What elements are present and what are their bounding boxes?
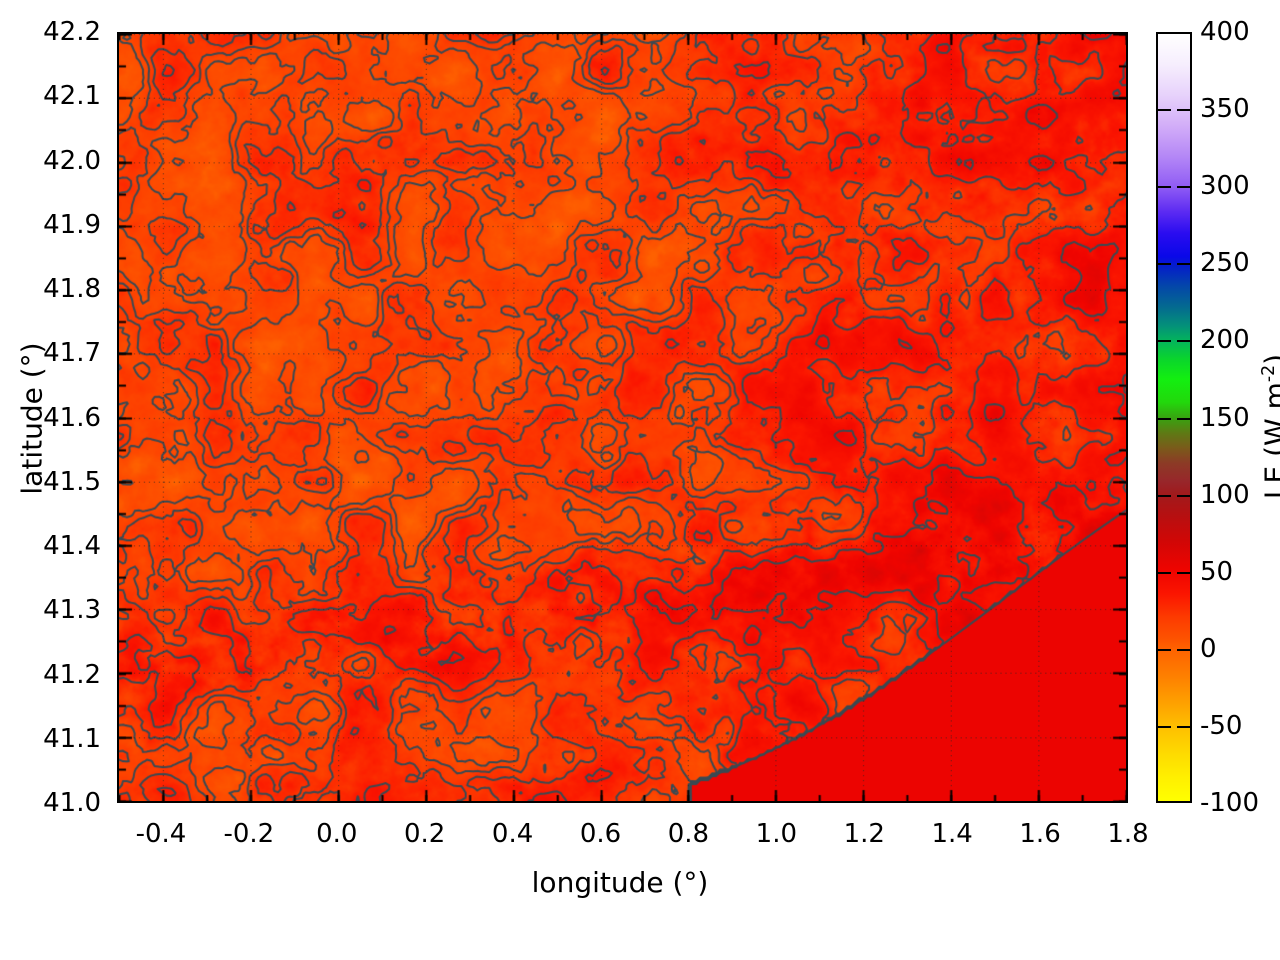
y-tick-label: 42.1 <box>43 81 101 112</box>
x-tick-label: 1.8 <box>1107 819 1149 849</box>
colorbar-tick-mark <box>1157 649 1171 651</box>
y-tick-label: 41.8 <box>43 274 101 304</box>
y-tick-label: 41.3 <box>43 595 101 626</box>
colorbar-tick-mark <box>1157 726 1171 728</box>
colorbar-tick-label: -50 <box>1200 710 1243 741</box>
colorbar-tick-mark <box>1157 186 1171 188</box>
colorbar-tick-label: 100 <box>1200 479 1250 510</box>
colorbar-tick-mark <box>1177 340 1191 342</box>
colorbar-tick-mark <box>1157 418 1171 420</box>
y-tick-label: 41.6 <box>43 402 101 433</box>
colorbar-tick-mark <box>1177 726 1191 728</box>
x-tick-label: 0.8 <box>667 819 710 849</box>
x-tick-label: 1.0 <box>755 819 798 849</box>
colorbar <box>1156 32 1192 803</box>
colorbar-tick-mark <box>1157 340 1171 342</box>
y-tick-label: 41.9 <box>43 209 101 240</box>
x-tick-label: 0.6 <box>579 819 622 849</box>
colorbar-tick-mark <box>1177 495 1191 497</box>
colorbar-tick-mark <box>1177 418 1191 420</box>
x-axis-title: longitude (°) <box>531 866 709 899</box>
colorbar-tick-mark <box>1177 572 1191 574</box>
y-tick-label: 41.2 <box>43 659 101 690</box>
y-tick-label: 41.0 <box>43 788 101 818</box>
y-tick-label: 42.2 <box>43 17 101 47</box>
y-tick-label: 41.1 <box>43 723 101 754</box>
colorbar-tick-mark <box>1157 495 1171 497</box>
colorbar-title-tail: ) <box>1259 354 1280 365</box>
colorbar-tick-label: 350 <box>1200 94 1250 125</box>
colorbar-tick-label: 400 <box>1200 17 1250 47</box>
colorbar-gradient <box>1156 32 1192 803</box>
colorbar-tick-mark <box>1157 109 1171 111</box>
y-tick-label: 41.5 <box>43 466 101 497</box>
heatmap-field <box>119 34 1126 801</box>
colorbar-title-main: LE (W m <box>1258 382 1280 500</box>
colorbar-tick-label: 200 <box>1200 325 1250 356</box>
colorbar-title: LE (W m-2) <box>1259 262 1280 592</box>
y-axis-title: latitude (°) <box>15 342 49 495</box>
colorbar-tick-label: 250 <box>1200 248 1250 279</box>
x-tick-label: 0.2 <box>404 819 446 849</box>
heatmap-plot-area <box>117 32 1128 803</box>
x-tick-label: -0.4 <box>135 819 187 849</box>
colorbar-tick-mark <box>1157 263 1171 265</box>
colorbar-tick-label: 0 <box>1200 633 1217 664</box>
colorbar-tick-mark <box>1177 649 1191 651</box>
x-tick-label: 1.4 <box>931 819 973 849</box>
x-tick-label: -0.2 <box>223 819 275 849</box>
colorbar-tick-label: 300 <box>1200 171 1250 202</box>
colorbar-tick-mark <box>1177 263 1191 265</box>
x-tick-label: 0.0 <box>316 819 358 849</box>
colorbar-tick-mark <box>1177 109 1191 111</box>
x-tick-label: 1.2 <box>843 819 885 849</box>
colorbar-tick-label: 150 <box>1200 402 1250 433</box>
y-tick-label: 41.4 <box>43 531 101 561</box>
colorbar-tick-mark <box>1177 186 1191 188</box>
colorbar-tick-label: -100 <box>1200 788 1260 818</box>
x-tick-label: 1.6 <box>1019 819 1061 849</box>
y-tick-label: 42.0 <box>43 145 101 176</box>
y-tick-label: 41.7 <box>43 338 101 369</box>
x-tick-label: 0.4 <box>491 819 534 849</box>
colorbar-tick-label: 50 <box>1200 556 1234 587</box>
colorbar-title-exponent: -2 <box>1259 364 1280 383</box>
colorbar-tick-mark <box>1157 572 1171 574</box>
